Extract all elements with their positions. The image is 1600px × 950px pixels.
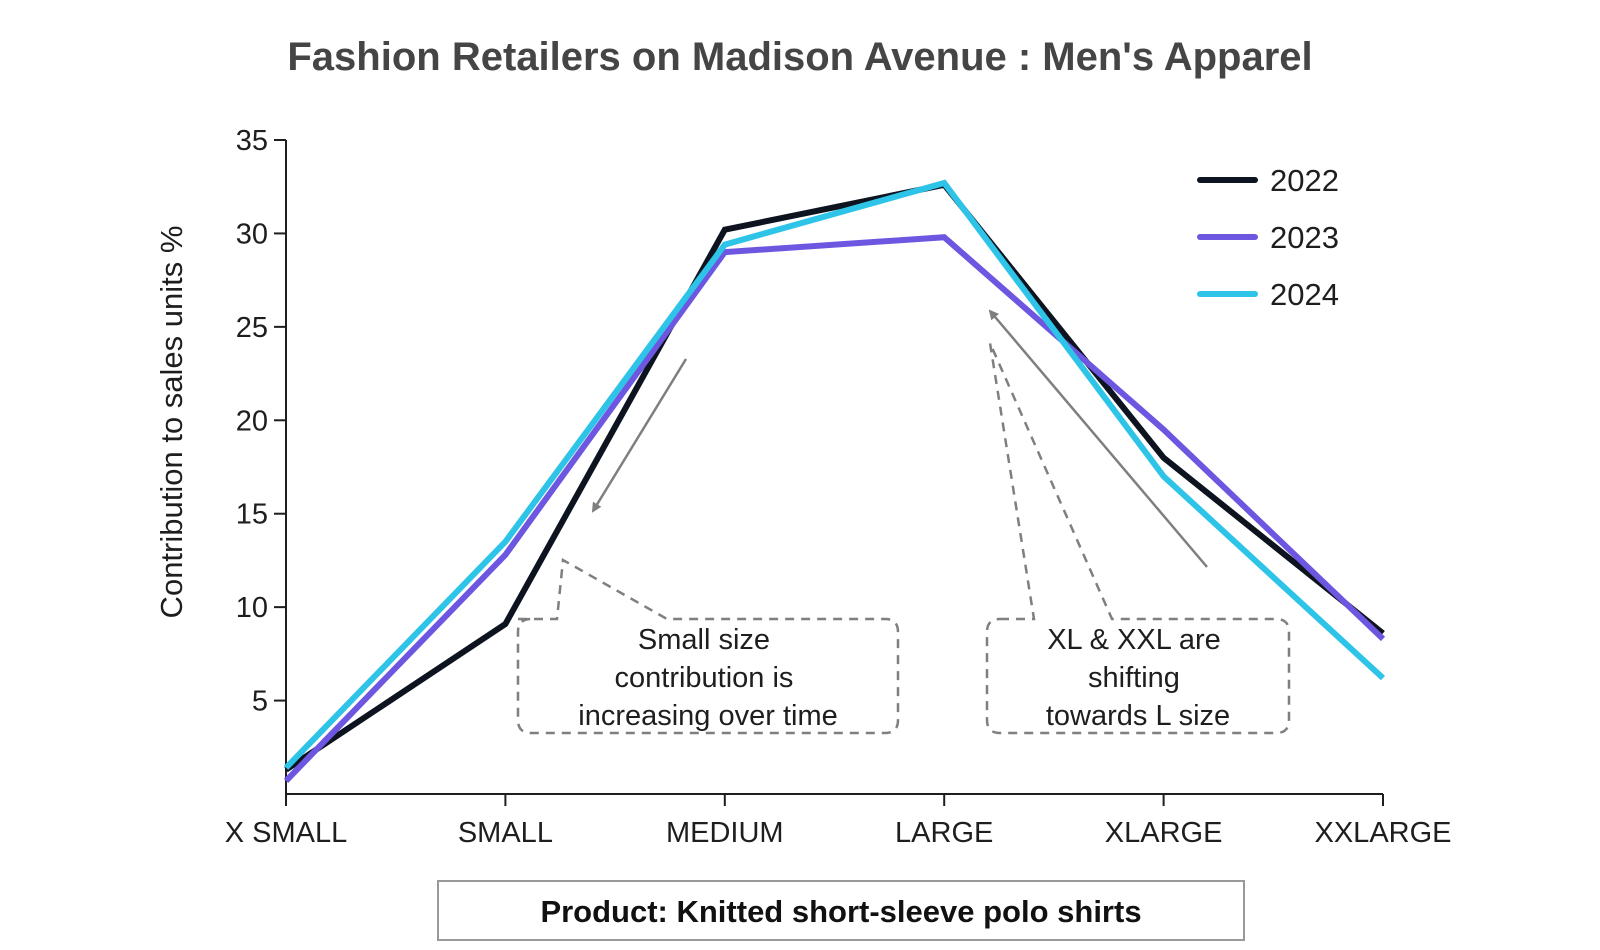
series-line-2022 (284, 181, 1385, 773)
arrow-small-trend (591, 358, 688, 513)
axes (274, 139, 1384, 806)
x-tick-label: MEDIUM (666, 817, 784, 849)
series-line-2023 (283, 234, 1386, 783)
series-line-2024 (283, 179, 1386, 770)
callout-small-line-3: increasing over time (578, 700, 838, 732)
y-tick-label: 25 (236, 312, 268, 344)
x-tick-label: XLARGE (1105, 817, 1223, 849)
tick-labels: 5 10 15 20 25 30 35 X SMALL SMALL MEDIUM LARGE XLAR… (225, 125, 1452, 849)
callout-xl-line-3: towards L size (1046, 700, 1230, 732)
y-tick-label: 15 (236, 499, 268, 531)
y-tick-label: 10 (236, 592, 268, 624)
callout-xl-line-1: XL & XXL are (1047, 624, 1221, 656)
callout-small-text: Small size contribution is increasing ov… (578, 624, 838, 732)
series-lines (283, 179, 1386, 783)
legend-label-2022: 2022 (1270, 163, 1339, 198)
product-box (437, 880, 1245, 941)
x-tick-label: SMALL (458, 817, 553, 849)
callout-xl-box (985, 342, 1291, 735)
y-tick-label: 20 (236, 405, 268, 437)
x-tick-label: X SMALL (225, 817, 348, 849)
callout-small-line-2: contribution is (615, 662, 794, 694)
callout-xl-line-2: shifting (1088, 662, 1180, 694)
callout-small-box (516, 557, 900, 735)
product-label: Product: Knitted short-sleeve polo shirt… (540, 894, 1141, 929)
legend-label-2024: 2024 (1270, 277, 1339, 312)
y-axis-label: Contribution to sales units % (154, 226, 189, 619)
chart-title: Fashion Retailers on Madison Avenue : Me… (287, 35, 1312, 79)
legend-label-2023: 2023 (1270, 220, 1339, 255)
callout-small-line-1: Small size (638, 624, 770, 656)
y-tick-label: 30 (236, 218, 268, 250)
y-tick-label: 5 (252, 686, 268, 718)
legend: 2022 2023 2024 (1197, 163, 1339, 312)
callout-xl-text: XL & XXL are shifting towards L size (1046, 624, 1230, 732)
x-tick-label: LARGE (895, 817, 993, 849)
y-tick-label: 35 (236, 125, 268, 157)
arrow-xl-trend (988, 309, 1208, 568)
x-tick-label: XXLARGE (1315, 817, 1452, 849)
